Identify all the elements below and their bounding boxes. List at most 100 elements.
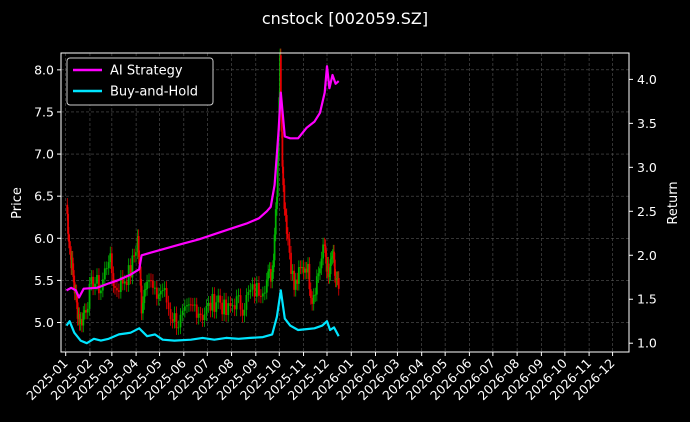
candle-body: [81, 318, 83, 326]
candle-body: [274, 209, 277, 235]
y2-axis-label: Return: [666, 181, 681, 224]
candle-body: [261, 293, 264, 297]
candle-body: [317, 273, 320, 277]
candle-body: [76, 302, 79, 319]
chart-title: cnstock [002059.SZ]: [262, 9, 428, 28]
candle-body: [85, 310, 87, 313]
candle-body: [188, 304, 190, 306]
y2-tick-label: 1.5: [637, 292, 657, 307]
candle-body: [179, 314, 182, 328]
candle-body: [117, 290, 120, 292]
candle-body: [312, 295, 315, 304]
candle-body: [329, 259, 332, 275]
candle-body: [83, 310, 86, 313]
candle-body: [233, 305, 236, 310]
candle-body: [247, 292, 250, 295]
candle-body: [197, 313, 200, 318]
candle-body: [221, 302, 224, 315]
candle-body: [315, 276, 318, 295]
candle-body: [140, 285, 143, 314]
plot-area: [65, 48, 340, 345]
candle-body: [302, 266, 305, 273]
candle-body: [175, 313, 178, 329]
candle-body: [207, 302, 210, 306]
candle-body: [219, 295, 222, 303]
candle-body: [281, 131, 284, 167]
candle-body: [69, 247, 72, 253]
candle-body: [291, 270, 294, 274]
candle-body: [131, 255, 134, 278]
series-line-ai-strategy: [65, 65, 340, 299]
candle-body: [67, 233, 70, 242]
candle-body: [215, 302, 218, 312]
candle-body: [144, 289, 147, 291]
candle-body: [152, 280, 154, 288]
candle-body: [272, 260, 275, 273]
candle-body: [139, 266, 142, 286]
candle-body: [183, 306, 186, 311]
candle-body: [193, 304, 196, 306]
candle-body: [189, 304, 192, 306]
candle-body: [239, 295, 242, 310]
candle-body: [330, 257, 333, 260]
candle-body: [165, 288, 168, 303]
candle-body: [245, 294, 248, 310]
candle-body: [110, 253, 113, 274]
y2-tick-label: 4.0: [637, 72, 657, 87]
candle-body: [319, 268, 321, 274]
candle-body: [116, 287, 118, 291]
candle-body: [322, 244, 324, 259]
candle-body: [249, 289, 252, 293]
y-axis-left: 5.0 5.5 6.0 6.5 7.0 7.5 8.0: [34, 62, 61, 330]
candle-body: [290, 252, 292, 274]
candle-body: [213, 293, 216, 312]
candle-body: [309, 289, 312, 298]
candle-body: [148, 280, 150, 282]
candle-body: [331, 256, 334, 258]
candle-body: [308, 263, 311, 290]
candle-body: [288, 238, 291, 253]
candle-body: [243, 309, 246, 316]
candle-body: [265, 279, 268, 293]
candle-body: [269, 268, 272, 282]
candle-body: [133, 255, 136, 257]
candle-body: [286, 233, 289, 239]
series-line-buy-and-hold: [65, 289, 340, 345]
candle-body: [217, 295, 220, 303]
y2-tick-label: 1.0: [637, 336, 657, 351]
candle-body: [231, 305, 234, 307]
candle-body: [285, 215, 288, 234]
candle-body: [73, 282, 76, 294]
candle-body: [86, 308, 89, 313]
candle-body: [225, 299, 227, 316]
candle-body: [90, 276, 93, 284]
y-tick-label: 7.5: [34, 104, 54, 119]
x-axis: 2025-012025-022025-032025-042025-052025-…: [23, 352, 618, 403]
candle-body: [66, 204, 69, 214]
candle-body: [177, 327, 180, 329]
candle-body: [195, 304, 198, 318]
candle-body: [311, 297, 314, 304]
candle-body: [142, 303, 144, 314]
candle-body: [173, 313, 176, 322]
candle-body: [143, 289, 146, 304]
candle-body: [199, 313, 202, 315]
candle-body: [280, 100, 283, 132]
candle-body: [201, 314, 204, 321]
candle-body: [203, 314, 206, 321]
candle-body: [241, 309, 244, 316]
candle-body: [229, 303, 232, 306]
candle-body: [181, 310, 184, 315]
candle-body: [335, 278, 338, 281]
candle-body: [109, 253, 112, 263]
plot-frame: [60, 52, 630, 353]
candle-body: [72, 270, 75, 283]
candle-body: [191, 304, 194, 306]
candle-body: [255, 282, 258, 297]
y2-tick-label: 3.5: [637, 116, 657, 131]
candle-body: [333, 251, 335, 260]
candle-body: [186, 305, 188, 307]
candle-body: [258, 282, 260, 296]
y2-tick-label: 3.0: [637, 160, 657, 175]
